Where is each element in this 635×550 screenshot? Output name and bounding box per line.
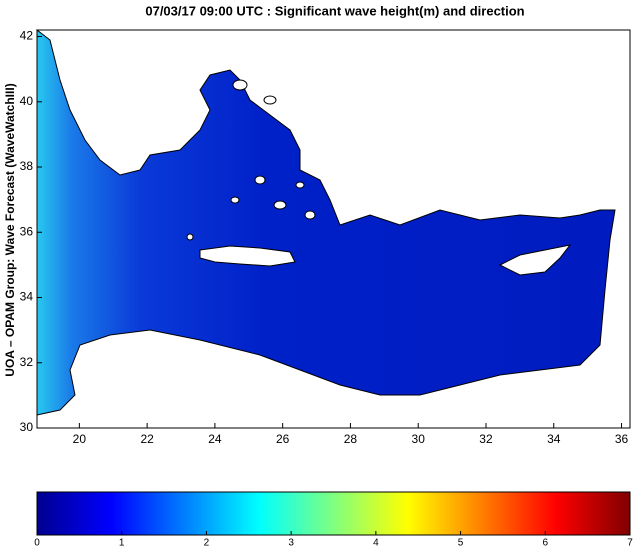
y-tick-label: 32 bbox=[20, 355, 34, 369]
colorbar-tick-label: 7 bbox=[627, 538, 633, 549]
colorbar-tick-label: 0 bbox=[34, 538, 40, 549]
y-tick-label: 34 bbox=[20, 290, 34, 304]
x-tick-label: 28 bbox=[344, 432, 358, 446]
y-tick-label: 40 bbox=[20, 94, 34, 108]
y-tick-label: 42 bbox=[20, 29, 34, 43]
x-tick-label: 20 bbox=[73, 432, 87, 446]
y-tick-label: 36 bbox=[20, 224, 34, 238]
map-area bbox=[36, 28, 631, 429]
map-title: 07/03/17 09:00 UTC : Significant wave he… bbox=[145, 3, 524, 18]
x-tick-label: 22 bbox=[140, 432, 154, 446]
x-tick-label: 32 bbox=[479, 432, 493, 446]
colorbar-tick-label: 6 bbox=[543, 538, 549, 549]
x-tick-label: 36 bbox=[615, 432, 629, 446]
colorbar-tick-label: 4 bbox=[373, 538, 379, 549]
x-tick-label: 26 bbox=[276, 432, 290, 446]
x-tick-label: 24 bbox=[208, 432, 222, 446]
cyprus bbox=[498, 244, 572, 276]
y-tick-label: 38 bbox=[20, 159, 34, 173]
x-tick-label: 30 bbox=[412, 432, 426, 446]
x-tick-label: 34 bbox=[547, 432, 561, 446]
colorbar-tick-label: 2 bbox=[204, 538, 210, 549]
y-axis-label: UOA – OPAM Group: Wave Forecast (WaveWat… bbox=[3, 83, 17, 376]
crete bbox=[199, 245, 296, 267]
islands bbox=[186, 79, 316, 241]
sea bbox=[36, 28, 616, 416]
colorbar-tick-label: 1 bbox=[119, 538, 125, 549]
colorbar-tick-label: 3 bbox=[288, 538, 294, 549]
y-tick-label: 30 bbox=[20, 420, 34, 434]
colorbar bbox=[36, 491, 631, 536]
colorbar-tick-label: 5 bbox=[458, 538, 464, 549]
